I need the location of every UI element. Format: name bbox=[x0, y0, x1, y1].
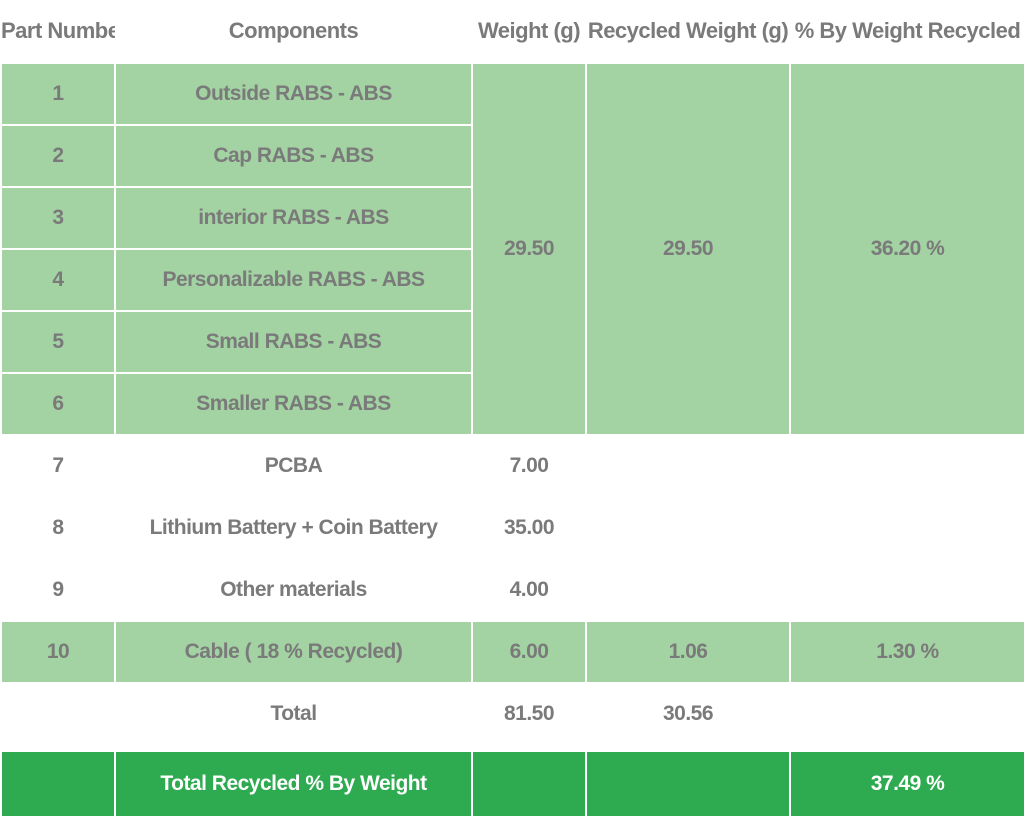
pct-cell bbox=[789, 434, 1024, 498]
header-weight: Weight (g) bbox=[477, 18, 581, 43]
weight-cell: 35.00 bbox=[471, 496, 587, 560]
final-part-cell bbox=[0, 750, 116, 818]
header-pct-recycled: % By Weight Recycled bbox=[794, 18, 1021, 43]
component-cell: interior RABS - ABS bbox=[114, 186, 473, 250]
header-components: Components bbox=[228, 18, 359, 43]
total-weight: 81.50 bbox=[471, 682, 587, 746]
header-recycled-weight: Recycled Weight (g) bbox=[587, 18, 789, 43]
component-cell: Smaller RABS - ABS bbox=[114, 372, 473, 436]
final-recycled-weight-cell bbox=[585, 750, 791, 818]
component-cell: Other materials bbox=[114, 558, 473, 622]
component-cell: PCBA bbox=[114, 434, 473, 498]
weight-cell: 4.00 bbox=[471, 558, 587, 622]
recycled-weight-cell bbox=[585, 434, 791, 498]
recycled-weight-cell bbox=[585, 558, 791, 622]
header-part-number: Part Number bbox=[1, 18, 115, 43]
table-row: 8 Lithium Battery + Coin Battery 35.00 bbox=[0, 496, 1024, 560]
total-recycled-weight: 30.56 bbox=[585, 682, 791, 746]
table-row: 7 PCBA 7.00 bbox=[0, 434, 1024, 498]
final-row: Total Recycled % By Weight 37.49 % bbox=[0, 750, 1024, 818]
component-cell: Personalizable RABS - ABS bbox=[114, 248, 473, 312]
final-weight-cell bbox=[471, 750, 587, 818]
rabs-weight-cell: 29.50 bbox=[471, 62, 587, 436]
component-cell: Outside RABS - ABS bbox=[114, 62, 473, 126]
component-cell: Small RABS - ABS bbox=[114, 310, 473, 374]
recycled-weight-cell: 1.06 bbox=[585, 620, 791, 684]
total-label: Total bbox=[114, 682, 473, 746]
spacer-row bbox=[1, 745, 1024, 751]
table-row: 1 Outside RABS - ABS 29.50 29.50 36.20 % bbox=[0, 62, 1024, 436]
part-number-cell: 7 bbox=[0, 434, 116, 498]
table-row: 2 Cap RABS - ABS bbox=[0, 124, 1024, 188]
part-number-cell: 10 bbox=[0, 620, 116, 684]
pct-cell: 1.30 % bbox=[789, 620, 1024, 684]
recycled-weight-cell bbox=[585, 496, 791, 560]
weight-cell: 6.00 bbox=[471, 620, 587, 684]
table-row: 4 Personalizable RABS - ABS bbox=[0, 248, 1024, 312]
pct-cell bbox=[789, 496, 1024, 560]
table-row: 3 interior RABS - ABS bbox=[0, 186, 1024, 250]
part-number-cell: 8 bbox=[0, 496, 116, 560]
table-row: 9 Other materials 4.00 bbox=[0, 558, 1024, 622]
component-cell: Cable ( 18 % Recycled) bbox=[114, 620, 473, 684]
rabs-pct-cell: 36.20 % bbox=[789, 62, 1024, 436]
final-label: Total Recycled % By Weight bbox=[114, 750, 473, 818]
part-number-cell: 4 bbox=[0, 248, 116, 312]
table-row: 5 Small RABS - ABS bbox=[0, 310, 1024, 374]
total-row: Total 81.50 30.56 bbox=[0, 682, 1024, 746]
part-number-cell: 9 bbox=[0, 558, 116, 622]
part-number-cell: 2 bbox=[0, 124, 116, 188]
part-number-cell: 3 bbox=[0, 186, 116, 250]
part-number-cell: 1 bbox=[0, 62, 116, 126]
total-part-cell bbox=[0, 682, 116, 746]
part-number-cell: 6 bbox=[0, 372, 116, 436]
component-cell: Lithium Battery + Coin Battery bbox=[114, 496, 473, 560]
table-row: 10 Cable ( 18 % Recycled) 6.00 1.06 1.30… bbox=[0, 620, 1024, 684]
header-row: Part Number Components Weight (g) Recycl… bbox=[1, 0, 1024, 63]
final-pct: 37.49 % bbox=[789, 750, 1024, 818]
total-pct-cell bbox=[789, 682, 1024, 746]
weight-cell: 7.00 bbox=[471, 434, 587, 498]
part-number-cell: 5 bbox=[0, 310, 116, 374]
pct-cell bbox=[789, 558, 1024, 622]
component-cell: Cap RABS - ABS bbox=[114, 124, 473, 188]
rabs-recycled-weight-cell: 29.50 bbox=[585, 62, 791, 436]
table-row: 6 Smaller RABS - ABS bbox=[0, 372, 1024, 436]
